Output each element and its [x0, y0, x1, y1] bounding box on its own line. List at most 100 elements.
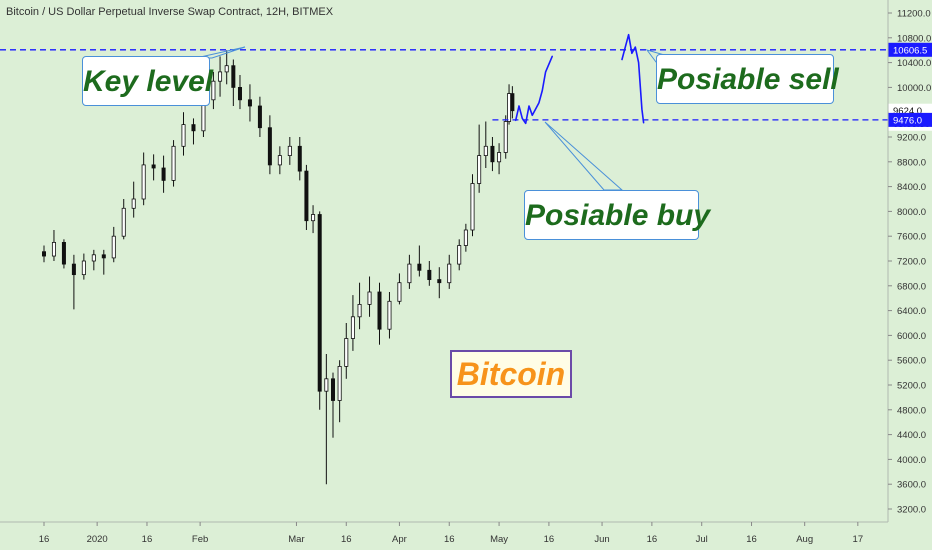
candle-body	[330, 378, 335, 401]
candle-body	[218, 71, 223, 82]
candle-body	[181, 124, 186, 147]
candle-body	[247, 99, 252, 107]
candle	[161, 155, 166, 193]
y-tick-label: 10400.0	[897, 58, 931, 69]
posiable-sell-callout[interactable]: Posiable sell	[656, 54, 839, 104]
bitcoin-label: Bitcoin	[450, 350, 572, 398]
candle	[397, 273, 402, 305]
candle-body	[231, 65, 236, 88]
y-tick-label: 4400.0	[897, 430, 926, 441]
candle-body	[357, 303, 362, 318]
x-tick-label: 16	[647, 534, 658, 545]
x-tick-label: 17	[853, 534, 864, 545]
y-tick-label: 8800.0	[897, 157, 926, 168]
candle-body	[211, 80, 216, 101]
candle	[211, 71, 216, 110]
candle-body	[427, 269, 432, 280]
candle-body	[317, 214, 322, 392]
candle-body	[397, 282, 402, 302]
candle-body	[350, 316, 355, 339]
candle	[497, 143, 502, 175]
candle-body	[367, 291, 372, 305]
candle	[470, 174, 475, 237]
candle	[447, 254, 452, 289]
candle	[191, 118, 196, 145]
candle	[231, 59, 236, 106]
y-tick-label: 8000.0	[897, 207, 926, 218]
candle-body	[42, 251, 47, 257]
pointers-layer	[195, 46, 670, 191]
key-level-callout[interactable]: Key level	[82, 56, 213, 106]
candle	[218, 56, 223, 97]
y-tick-label: 11200.0	[897, 9, 931, 20]
candle-body	[457, 245, 462, 265]
y-tick-label: 6000.0	[897, 331, 926, 342]
resistance-price-badge-text: 10606.5	[893, 45, 927, 56]
candle	[387, 292, 392, 339]
candle-body	[447, 263, 452, 284]
candle	[141, 152, 146, 206]
candle-body	[503, 121, 508, 153]
candle-body	[51, 241, 56, 257]
x-axis[interactable]: 16 2020 16 Feb Mar 16 Apr 16 May 16 Jun 16 Jul 16 Aug 1…	[0, 521, 888, 550]
candle	[437, 267, 442, 299]
x-tick-label: Feb	[192, 534, 208, 545]
candle	[297, 137, 302, 181]
candle-body	[191, 124, 196, 132]
y-tick-label: 10800.0	[897, 33, 931, 44]
candle	[377, 282, 382, 345]
candle-body	[490, 145, 495, 163]
candle	[91, 249, 96, 271]
x-tick-label: 16	[142, 534, 153, 545]
candle	[311, 205, 316, 234]
support-price-badge-text: 9476.0	[893, 115, 922, 126]
candle-body	[507, 93, 512, 122]
candle-body	[470, 183, 475, 231]
candle	[507, 84, 512, 125]
x-axis-bg	[0, 522, 888, 550]
y-tick-label: 6800.0	[897, 281, 926, 292]
sell-scenario-drawing	[621, 33, 645, 124]
candle-body	[344, 338, 349, 367]
candle-body	[277, 155, 282, 166]
candle	[317, 211, 322, 410]
candle	[277, 146, 282, 175]
candle	[81, 253, 86, 280]
candle-body	[324, 378, 329, 392]
candle-body	[463, 229, 468, 246]
y-tick-label: 6400.0	[897, 306, 926, 317]
x-tick-label: 16	[39, 534, 50, 545]
candle-body	[407, 263, 412, 284]
chart-title: Bitcoin / US Dollar Perpetual Inverse Sw…	[6, 6, 334, 18]
candle-body	[131, 198, 136, 209]
y-tick-label: 4800.0	[897, 405, 926, 416]
x-tick-label: Jun	[594, 534, 609, 545]
candle	[181, 112, 186, 156]
candle	[510, 86, 515, 119]
candle-body	[61, 241, 66, 265]
candle	[151, 154, 156, 181]
y-tick-label: 5200.0	[897, 381, 926, 392]
candle-body	[267, 127, 272, 166]
candle	[111, 226, 116, 263]
candle	[247, 84, 252, 122]
candle	[357, 282, 362, 330]
candle	[121, 199, 126, 240]
candle-body	[337, 365, 342, 401]
candle-body	[91, 254, 96, 262]
candle-body	[81, 260, 86, 276]
posiable-buy-callout[interactable]: Posiable buy	[524, 190, 710, 240]
candle-body	[510, 93, 515, 112]
candle-body	[257, 105, 262, 129]
candle	[304, 164, 309, 230]
y-axis[interactable]: 3200.0 3600.0 4000.0 4400.0 4800.0 5200.0 5600…	[887, 0, 932, 550]
candle	[224, 50, 229, 85]
candle	[287, 137, 292, 165]
candle-body	[237, 87, 242, 101]
x-tick-label: 16	[746, 534, 757, 545]
candle	[257, 96, 262, 137]
candle-body	[304, 170, 309, 222]
